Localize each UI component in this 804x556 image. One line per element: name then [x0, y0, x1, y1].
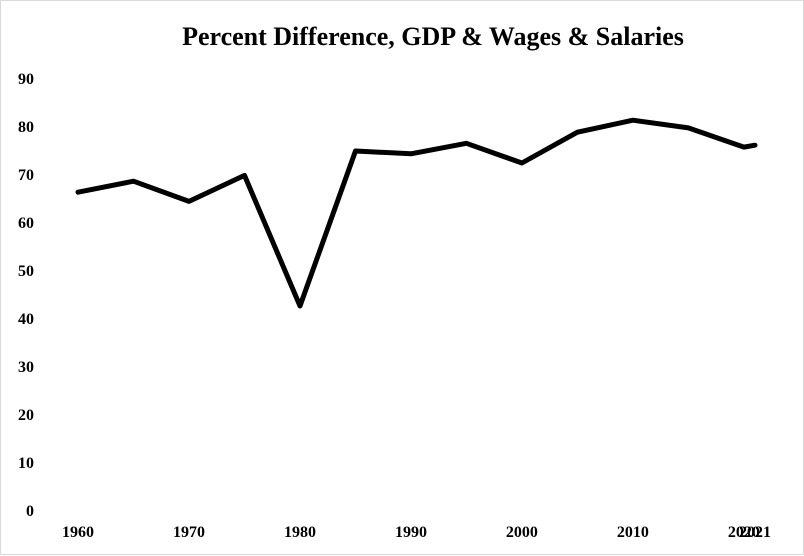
y-tick-label: 50 — [18, 263, 34, 280]
plot-area — [78, 120, 755, 306]
chart-title: Percent Difference, GDP & Wages & Salari… — [182, 22, 684, 51]
y-tick-label: 90 — [18, 71, 34, 88]
x-tick-label: 2000 — [506, 524, 538, 541]
y-tick-label: 0 — [26, 503, 34, 520]
y-tick-label: 80 — [18, 119, 34, 136]
y-tick-label: 70 — [18, 167, 34, 184]
x-tick-label: 1960 — [62, 524, 94, 541]
x-tick-label: 1990 — [395, 524, 427, 541]
y-tick-label: 30 — [18, 359, 34, 376]
y-tick-label: 40 — [18, 311, 34, 328]
x-tick-label: 1980 — [284, 524, 316, 541]
y-axis-ticks: 0 10 20 30 40 50 60 70 80 90 — [18, 71, 34, 520]
x-tick-label: 1970 — [173, 524, 205, 541]
y-tick-label: 10 — [18, 455, 34, 472]
x-tick-label: 2021 — [739, 524, 771, 541]
y-tick-label: 60 — [18, 215, 34, 232]
x-tick-label: 2010 — [617, 524, 649, 541]
series-line-0 — [78, 120, 755, 306]
y-tick-label: 20 — [18, 407, 34, 424]
